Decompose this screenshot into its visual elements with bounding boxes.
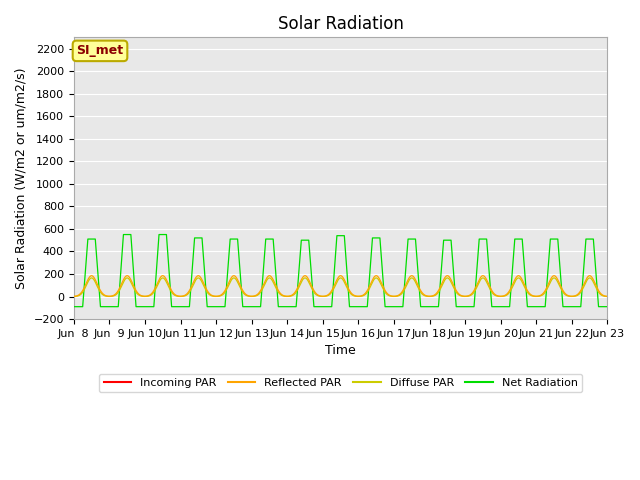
Text: SI_met: SI_met	[76, 44, 124, 58]
X-axis label: Time: Time	[325, 344, 356, 357]
Legend: Incoming PAR, Reflected PAR, Diffuse PAR, Net Radiation: Incoming PAR, Reflected PAR, Diffuse PAR…	[99, 373, 582, 392]
Title: Solar Radiation: Solar Radiation	[278, 15, 404, 33]
Y-axis label: Solar Radiation (W/m2 or um/m2/s): Solar Radiation (W/m2 or um/m2/s)	[15, 68, 28, 289]
